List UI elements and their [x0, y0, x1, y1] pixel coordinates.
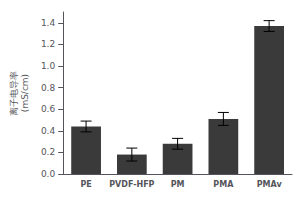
- svg-text:PM: PM: [171, 180, 185, 189]
- svg-text:离子电导率: 离子电导率: [9, 71, 19, 116]
- svg-text:(mS/cm): (mS/cm): [20, 74, 30, 112]
- svg-text:1.4: 1.4: [41, 18, 56, 28]
- svg-text:0.2: 0.2: [41, 147, 55, 157]
- svg-text:PMAv: PMAv: [257, 180, 283, 189]
- svg-text:1.2: 1.2: [41, 39, 55, 49]
- svg-text:0.4: 0.4: [41, 126, 56, 136]
- svg-text:0.0: 0.0: [41, 169, 56, 179]
- svg-text:PMA: PMA: [213, 180, 234, 189]
- svg-text:PE: PE: [80, 180, 91, 189]
- svg-text:0.8: 0.8: [41, 83, 56, 93]
- svg-text:PVDF-HFP: PVDF-HFP: [109, 180, 154, 189]
- svg-text:1.0: 1.0: [41, 61, 56, 71]
- svg-text:0.6: 0.6: [41, 104, 56, 114]
